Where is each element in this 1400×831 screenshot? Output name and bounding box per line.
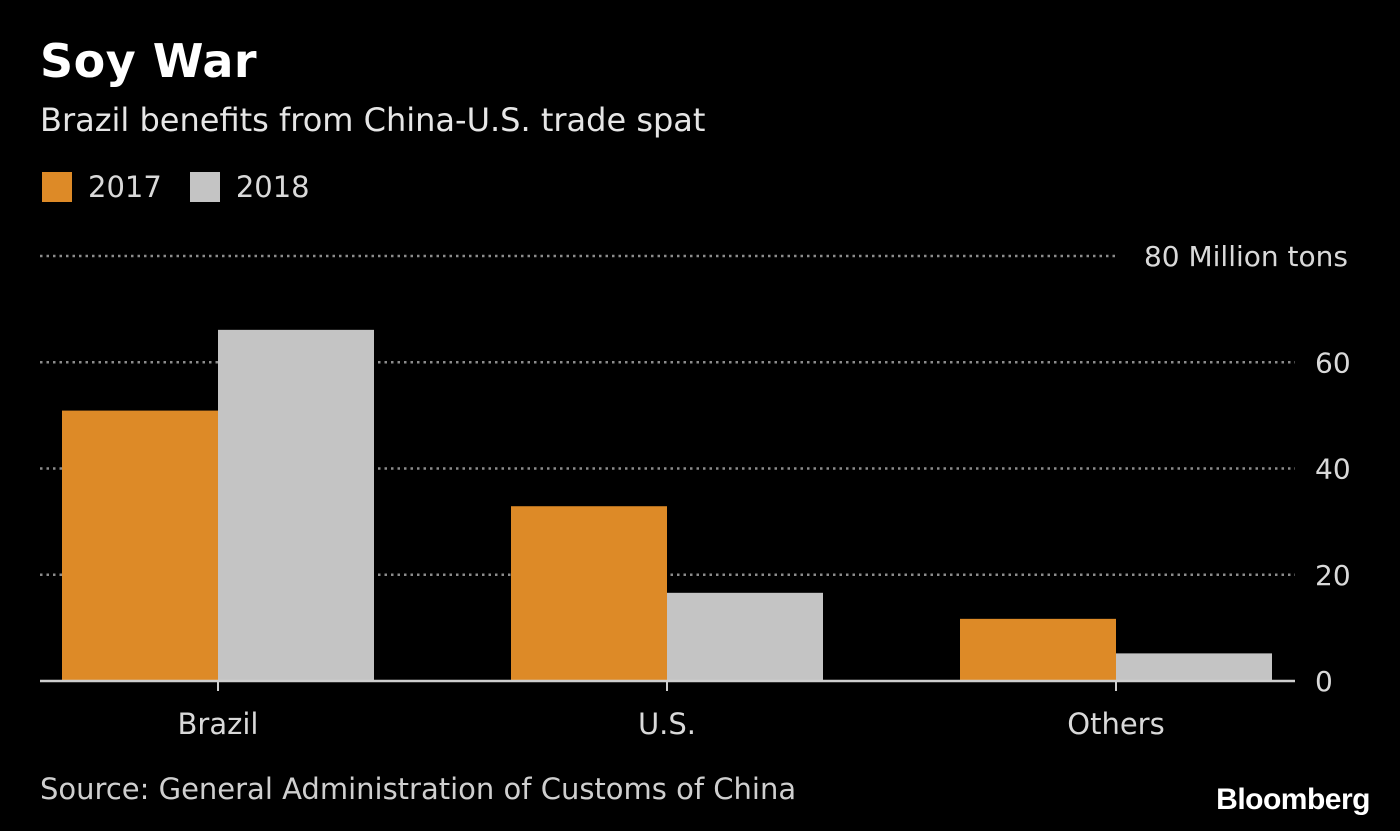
bar-2018-others bbox=[1116, 653, 1272, 681]
bar-2017-brazil bbox=[62, 410, 218, 681]
bloomberg-logo: Bloomberg bbox=[1216, 783, 1370, 816]
chart-title: Soy War bbox=[40, 34, 258, 88]
bar-2018-brazil bbox=[218, 329, 374, 681]
bar-2017-others bbox=[960, 618, 1116, 681]
y-tick-label: 20 bbox=[1315, 559, 1351, 592]
x-tick-label: U.S. bbox=[638, 707, 696, 741]
y-tick-label: 80 Million tons bbox=[1144, 240, 1348, 273]
x-tick-label: Brazil bbox=[178, 707, 259, 741]
y-tick-label: 40 bbox=[1315, 453, 1351, 486]
source-note: Source: General Administration of Custom… bbox=[40, 772, 797, 806]
bar-2017-us bbox=[511, 506, 667, 681]
chart-legend: 2017 2018 bbox=[42, 170, 338, 204]
bar-chart: 0 20 40 60 80 Million tons Brazil U.S. Others bbox=[40, 240, 1351, 741]
y-tick-label: 0 bbox=[1315, 665, 1333, 698]
legend-swatch bbox=[189, 172, 220, 202]
x-tick-label: Others bbox=[1067, 707, 1164, 741]
chart-subtitle: Brazil benefits from China-U.S. trade sp… bbox=[40, 101, 706, 139]
y-tick-label: 60 bbox=[1315, 346, 1351, 379]
legend-item-2017: 2017 bbox=[42, 170, 162, 204]
legend-swatch bbox=[42, 172, 72, 202]
legend-item-2018: 2018 bbox=[189, 170, 310, 204]
legend-label: 2017 bbox=[88, 170, 162, 204]
bar-2018-us bbox=[667, 592, 823, 681]
legend-label: 2018 bbox=[235, 170, 310, 204]
